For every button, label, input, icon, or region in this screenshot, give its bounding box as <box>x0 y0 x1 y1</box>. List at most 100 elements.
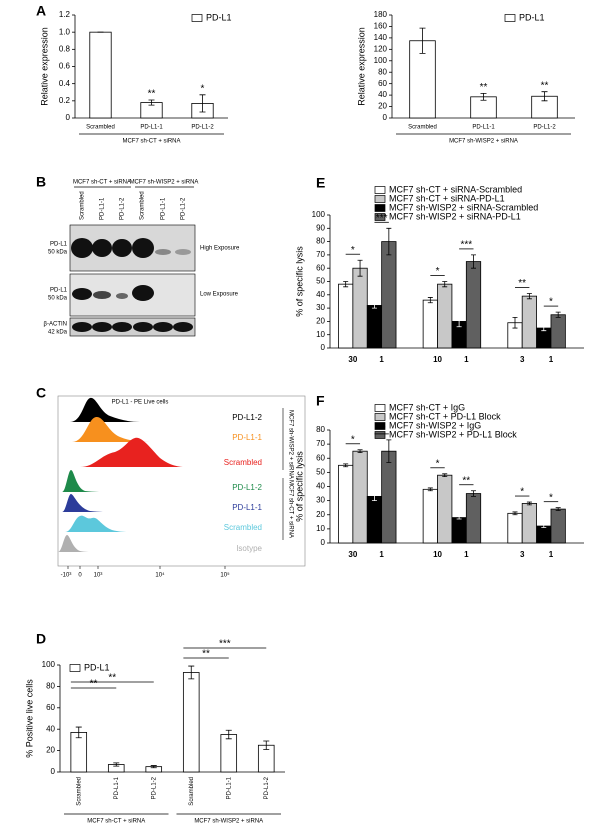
blot-group: MCF7 sh-WISP2 + siRNA <box>130 180 199 186</box>
bar <box>70 732 88 773</box>
y-tick-label: 20 <box>378 102 387 111</box>
bar <box>220 734 238 773</box>
flow-group: MCF7 sh-CT + siRNA <box>287 480 293 538</box>
legend-swatch <box>374 413 386 421</box>
error-bar <box>456 315 462 328</box>
legend-label: MCF7 sh-CT + siRNA-PD-L1 <box>389 193 505 203</box>
annotation: * <box>549 297 553 308</box>
track-label: PD-L1-1 <box>232 433 262 442</box>
y-tick-label: 0 <box>383 113 388 122</box>
histogram <box>80 437 185 467</box>
bar <box>89 31 112 119</box>
y-tick-label: 160 <box>374 22 388 31</box>
y-tick-label: 20 <box>316 317 325 326</box>
flow-tick-label: -10³ <box>61 573 72 579</box>
annotation: ** <box>148 89 156 100</box>
bar <box>182 672 200 773</box>
error-bar <box>541 324 547 332</box>
bar <box>381 450 397 544</box>
x-tick-label: PD-L1-1 <box>472 125 495 131</box>
x-tick-label: PD-L1-1 <box>114 776 120 799</box>
panel-letter: B <box>36 174 46 190</box>
error-bar <box>150 765 157 769</box>
y-tick-label: 40 <box>46 724 55 733</box>
y-tick-label: 0 <box>321 343 326 352</box>
legend-label: PD-L1 <box>206 12 232 22</box>
error-bar <box>357 449 363 453</box>
blot: MCF7 sh-CT + siRNA MCF7 sh-WISP2 + siRNA… <box>44 180 240 337</box>
x-tick-label: 1 <box>379 550 384 559</box>
y-tick-label: 0 <box>321 538 326 547</box>
x-tick-label: 1 <box>549 550 554 559</box>
legend-label: PD-L1 <box>84 662 110 672</box>
legend-swatch <box>374 204 386 212</box>
legend-swatch <box>374 431 386 439</box>
y-axis-label: Relative expression <box>39 27 49 106</box>
bar <box>338 283 354 349</box>
y-tick-label: 10 <box>316 330 325 339</box>
error-bar <box>199 94 206 113</box>
lane-label: PD-L1-2 <box>181 197 187 220</box>
row-protein: β-ACTIN <box>44 322 67 328</box>
row-exposure: Low Exposure <box>200 292 239 298</box>
y-tick-label: 140 <box>374 33 388 42</box>
annotation: * <box>520 487 524 498</box>
flow-tick-label: 10³ <box>94 573 103 579</box>
error-bar <box>442 473 448 478</box>
bar <box>366 495 383 544</box>
row-size: 50 kDa <box>48 250 68 256</box>
row-protein: PD-L1 <box>50 288 68 294</box>
legend-label: MCF7 sh-CT + PD-L1 Block <box>389 411 501 421</box>
x-tick-label: Scrambled <box>408 125 437 131</box>
error-bar <box>75 726 82 739</box>
histogram <box>62 470 105 492</box>
blot-group: MCF7 sh-CT + siRNA <box>73 180 131 186</box>
y-tick-label: 20 <box>46 746 55 755</box>
x-tick-label: 3 <box>520 355 525 364</box>
panel-letter: F <box>316 393 325 409</box>
row-size: 50 kDa <box>48 296 68 302</box>
flow-tick-label: 10⁴ <box>155 572 165 579</box>
annotation: ** <box>541 80 549 91</box>
y-tick-label: 50 <box>316 277 325 286</box>
error-bar <box>225 729 232 740</box>
bar <box>437 283 453 349</box>
track-label: PD-L1-1 <box>232 503 262 512</box>
group-label: MCF7 sh-CT + siRNA <box>87 819 145 825</box>
error-bar <box>343 463 349 468</box>
error-bar <box>541 91 548 102</box>
annotation: ** <box>480 82 488 93</box>
y-tick-label: 70 <box>316 439 325 448</box>
y-tick-label: 10 <box>316 524 325 533</box>
error-bar <box>526 293 532 300</box>
x-tick-label: Scrambled <box>86 125 115 131</box>
group-label: MCF7 sh-WISP2 + siRNA <box>194 819 263 825</box>
error-bar <box>427 487 433 492</box>
x-tick-label: PD-L1-2 <box>533 125 556 131</box>
y-tick-label: 80 <box>316 237 325 246</box>
y-tick-label: 40 <box>378 90 387 99</box>
y-tick-label: 0.8 <box>59 44 71 53</box>
y-tick-label: 0.6 <box>59 62 71 71</box>
bar <box>437 474 453 544</box>
x-tick-label: 30 <box>348 355 357 364</box>
error-bar <box>263 740 270 750</box>
bar <box>338 464 354 544</box>
y-tick-label: 100 <box>42 660 56 669</box>
error-bar <box>541 524 547 528</box>
y-tick-label: 60 <box>316 453 325 462</box>
histogram <box>70 397 140 422</box>
bar <box>521 503 537 544</box>
legend-swatch <box>69 664 81 672</box>
bar <box>536 525 552 544</box>
x-tick-label: PD-L1-1 <box>226 776 232 799</box>
legend-swatch <box>374 404 386 412</box>
y-tick-label: 70 <box>316 250 325 259</box>
bar <box>550 314 566 349</box>
error-bar <box>371 491 377 502</box>
track-label: PD-L1-2 <box>232 483 262 492</box>
error-bar <box>512 511 518 516</box>
bar <box>507 512 523 544</box>
error-bar <box>343 281 349 288</box>
